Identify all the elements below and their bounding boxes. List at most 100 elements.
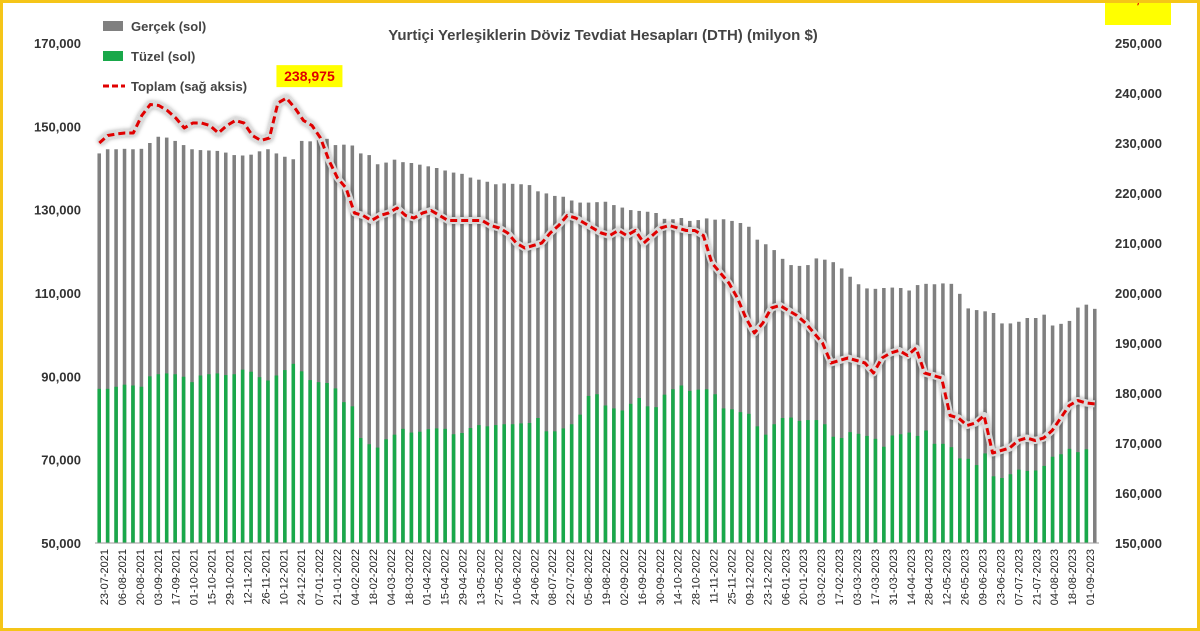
gercek-bar [122,148,127,544]
gercek-bar [898,288,903,543]
gercek-bar [139,148,144,544]
tuzel-bar [1084,449,1089,543]
gercek-bar [181,145,186,544]
tuzel-bar [173,374,177,543]
gercek-bar [1008,323,1013,543]
x-tick-label: 21-01-2022 [332,549,344,605]
tuzel-bar [426,429,431,543]
tuzel-bar [738,412,743,543]
x-tick-label: 25-11-2022 [726,549,738,604]
tuzel-bar [536,418,540,543]
gercek-bar [299,140,304,543]
tuzel-bar [375,447,380,543]
gercek-bar [704,218,709,543]
gercek-bar [797,265,802,543]
x-tick-label: 12-05-2023 [942,549,954,605]
tuzel-bar [1076,452,1080,543]
tuzel-bar [553,431,557,543]
tuzel-bar [915,435,920,543]
tuzel-bar [789,417,793,543]
gercek-bar [418,164,422,543]
tuzel-bar [1059,454,1063,543]
tuzel-bar [797,420,802,543]
x-tick-label: 04-08-2023 [1049,549,1061,605]
gercek-bar [367,155,371,544]
tuzel-bar [662,394,667,543]
tuzel-bar [308,380,312,543]
callout-box [276,65,343,88]
tuzel-bar [755,426,760,543]
right-tick-label: 220,000 [1115,186,1162,201]
x-tick-label: 10-12-2021 [278,549,290,605]
gercek-bar [1067,320,1072,543]
tuzel-bar [460,433,464,543]
tuzel-bar [105,388,110,543]
tuzel-bar [240,369,245,543]
x-tick-label: 07-01-2022 [314,549,326,605]
gercek-bar [578,202,582,544]
gercek-bar [839,268,844,543]
tuzel-bar [1050,456,1055,543]
gercek-bar [451,172,456,544]
gercek-bar [342,144,346,543]
gercek-bar [156,136,161,543]
x-tick-label: 17-09-2021 [171,549,183,605]
tuzel-bar [114,386,118,543]
gercek-bar [316,140,321,544]
right-tick-label: 170,000 [1115,436,1162,451]
x-tick-label: 05-08-2022 [583,549,595,605]
x-tick-label: 23-07-2021 [99,549,111,605]
tuzel-bar [392,434,397,543]
gercek-bar [924,283,928,543]
tuzel-bar [586,395,591,543]
gercek-bar [510,183,515,544]
tuzel-bar [156,374,161,543]
gercek-bar [1033,318,1038,543]
x-tick-label: 14-10-2022 [673,549,685,605]
tuzel-bar [316,382,321,543]
gercek-bar [662,218,667,544]
gercek-bar [350,145,355,543]
gercek-bar [763,244,768,543]
gercek-bar [105,149,110,543]
legend-item-t-zel-sol: Tüzel (sol) [103,49,195,64]
x-tick-label: 01-04-2022 [422,549,434,605]
x-tick-label: 24-06-2022 [529,549,541,605]
gercek-bar [1093,308,1097,543]
gercek-bar [569,200,574,543]
gercek-bar [409,163,414,543]
tuzel-bar [561,428,566,543]
gercek-bar [468,177,473,544]
gercek-bar [198,150,203,544]
gercek-bar [502,183,506,543]
x-tick-label: 04-02-2022 [350,549,362,605]
x-tick-label: 13-05-2022 [475,549,487,605]
tuzel-bars [97,363,1089,543]
gercek-bar [882,288,886,543]
tuzel-bar [865,435,869,543]
tuzel-bar [806,420,810,543]
legend-item-toplam-sa-aksis: Toplam (sağ aksis) [103,79,247,94]
gercek-bar [974,310,979,543]
tuzel-bar [409,432,414,543]
gercek-bar [131,149,135,543]
gercek-bar [1017,321,1021,543]
tuzel-bar [232,374,236,543]
x-tick-label: 28-10-2022 [691,549,703,605]
callout-box [1105,3,1171,25]
gercek-bar [536,191,540,544]
gercek-bar [232,155,236,544]
gercek-bar [291,159,296,543]
gercek-bar [240,155,245,543]
tuzel-bar [578,414,582,543]
gercek-bar [561,196,566,543]
right-tick-label: 240,000 [1115,86,1162,101]
gercek-bar [401,162,405,543]
x-tick-label: 12-11-2021 [242,549,254,604]
right-tick-label: 190,000 [1115,336,1162,351]
tuzel-bar [181,376,186,543]
legend-label: Toplam (sağ aksis) [131,79,247,94]
gercek-bar [266,149,270,543]
x-tick-label: 26-11-2021 [260,549,272,604]
gercek-bar [848,276,852,543]
